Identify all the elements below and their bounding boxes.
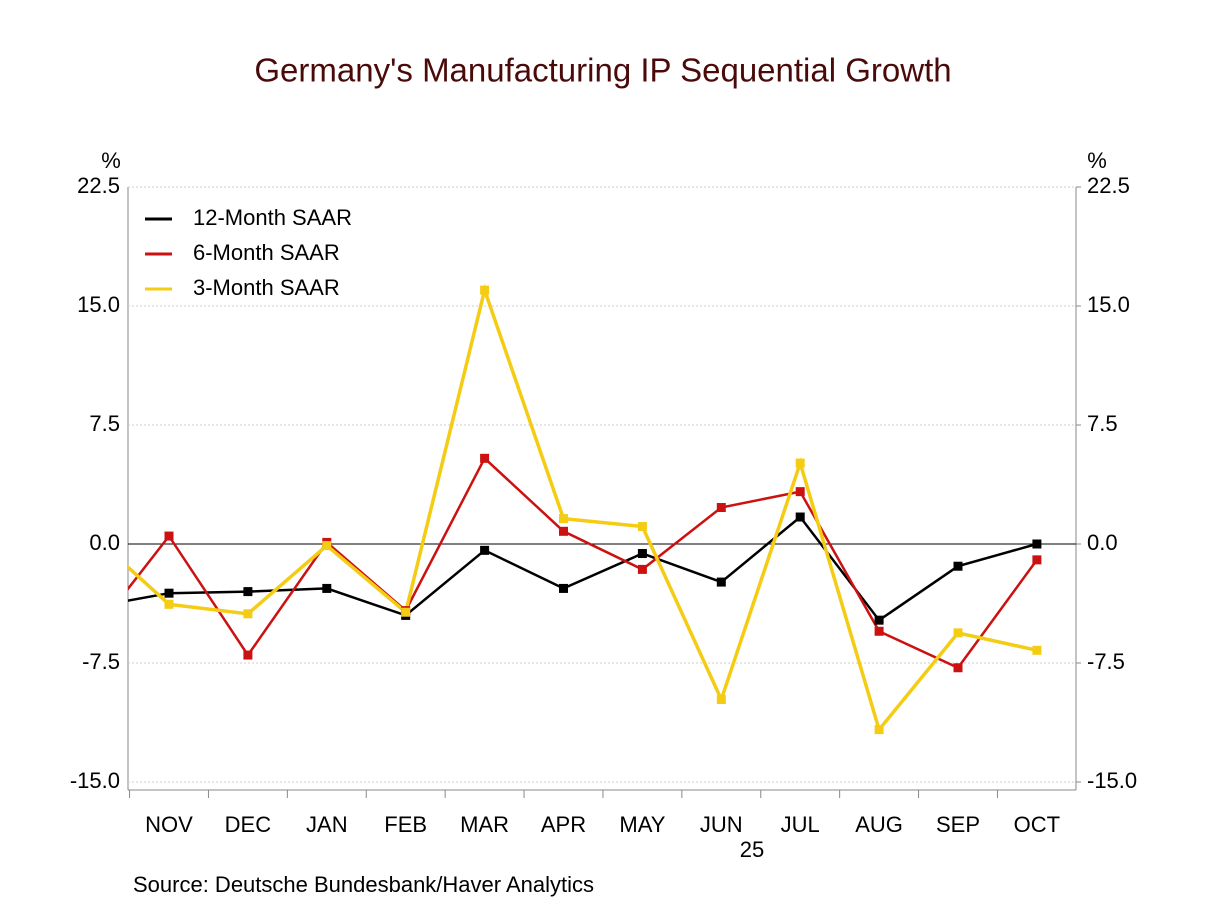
- point-marker: [1032, 555, 1042, 565]
- point-marker: [1032, 539, 1042, 549]
- y-tick-label: -7.5: [82, 649, 120, 674]
- point-marker: [637, 564, 647, 574]
- point-marker: [559, 583, 568, 593]
- point-marker: [716, 503, 726, 513]
- x-tick-label: OCT: [1014, 812, 1060, 837]
- series-line: [128, 456, 1038, 670]
- x-tick-label: FEB: [384, 812, 427, 837]
- x-tick-label: JUL: [781, 812, 820, 837]
- y2-unit: %: [1087, 148, 1107, 173]
- point-marker: [953, 561, 963, 571]
- point-marker: [795, 458, 805, 468]
- point-marker: [953, 628, 963, 638]
- point-marker: [874, 615, 884, 625]
- x-tick-label: MAY: [619, 812, 665, 837]
- y-tick-label: 0.0: [89, 530, 120, 555]
- point-marker: [86, 633, 95, 642]
- point-marker: [322, 541, 332, 551]
- legend-label: 12-Month SAAR: [193, 205, 352, 230]
- source: Source: Deutsche Bundesbank/Haver Analyt…: [133, 872, 594, 897]
- y2-tick-label: -15.0: [1087, 768, 1137, 793]
- point-marker: [716, 694, 726, 704]
- point-marker: [243, 609, 253, 619]
- point-marker: [480, 545, 490, 555]
- y-unit: %: [101, 148, 121, 173]
- x-tick-label: JUN: [700, 812, 743, 837]
- x-tick-label: DEC: [225, 812, 272, 837]
- y-tick-label: 22.5: [77, 173, 120, 198]
- y-tick-label: 7.5: [89, 411, 120, 436]
- legend-label: 3-Month SAAR: [193, 275, 340, 300]
- point-marker: [86, 603, 95, 612]
- x-tick-label: JAN: [306, 812, 348, 837]
- y-tick-label: -15.0: [70, 768, 120, 793]
- x-tick-label: MAR: [460, 812, 509, 837]
- point-marker: [874, 626, 884, 636]
- point-marker: [243, 587, 253, 597]
- point-marker: [164, 588, 174, 598]
- point-marker: [795, 487, 805, 497]
- point-marker: [1032, 645, 1042, 655]
- point-marker: [716, 577, 726, 587]
- x-tick-label: APR: [541, 812, 586, 837]
- point-marker: [480, 453, 490, 463]
- point-marker: [401, 607, 411, 617]
- y2-tick-label: 7.5: [1087, 411, 1118, 436]
- legend-label: 6-Month SAAR: [193, 240, 340, 265]
- point-marker: [322, 583, 332, 593]
- y-tick-label: 15.0: [77, 292, 120, 317]
- y2-tick-label: 22.5: [1087, 173, 1130, 198]
- point-marker: [874, 725, 884, 735]
- point-marker: [164, 531, 174, 541]
- x-tick-label: AUG: [855, 812, 903, 837]
- y2-tick-label: 15.0: [1087, 292, 1130, 317]
- point-marker: [953, 663, 963, 673]
- year-label: 25: [740, 837, 764, 862]
- x-tick-label: NOV: [145, 812, 193, 837]
- point-marker: [243, 650, 253, 660]
- point-marker: [559, 526, 568, 536]
- plot-area: [86, 283, 1042, 735]
- series-line: [128, 283, 1038, 734]
- point-marker: [637, 549, 647, 559]
- point-marker: [795, 512, 805, 522]
- point-marker: [637, 522, 647, 532]
- point-marker: [480, 285, 490, 295]
- point-marker: [164, 599, 174, 609]
- y2-tick-label: -7.5: [1087, 649, 1125, 674]
- y2-tick-label: 0.0: [1087, 530, 1118, 555]
- chart-title: Germany's Manufacturing IP Sequential Gr…: [254, 52, 951, 89]
- x-tick-label: SEP: [936, 812, 980, 837]
- point-marker: [559, 514, 568, 524]
